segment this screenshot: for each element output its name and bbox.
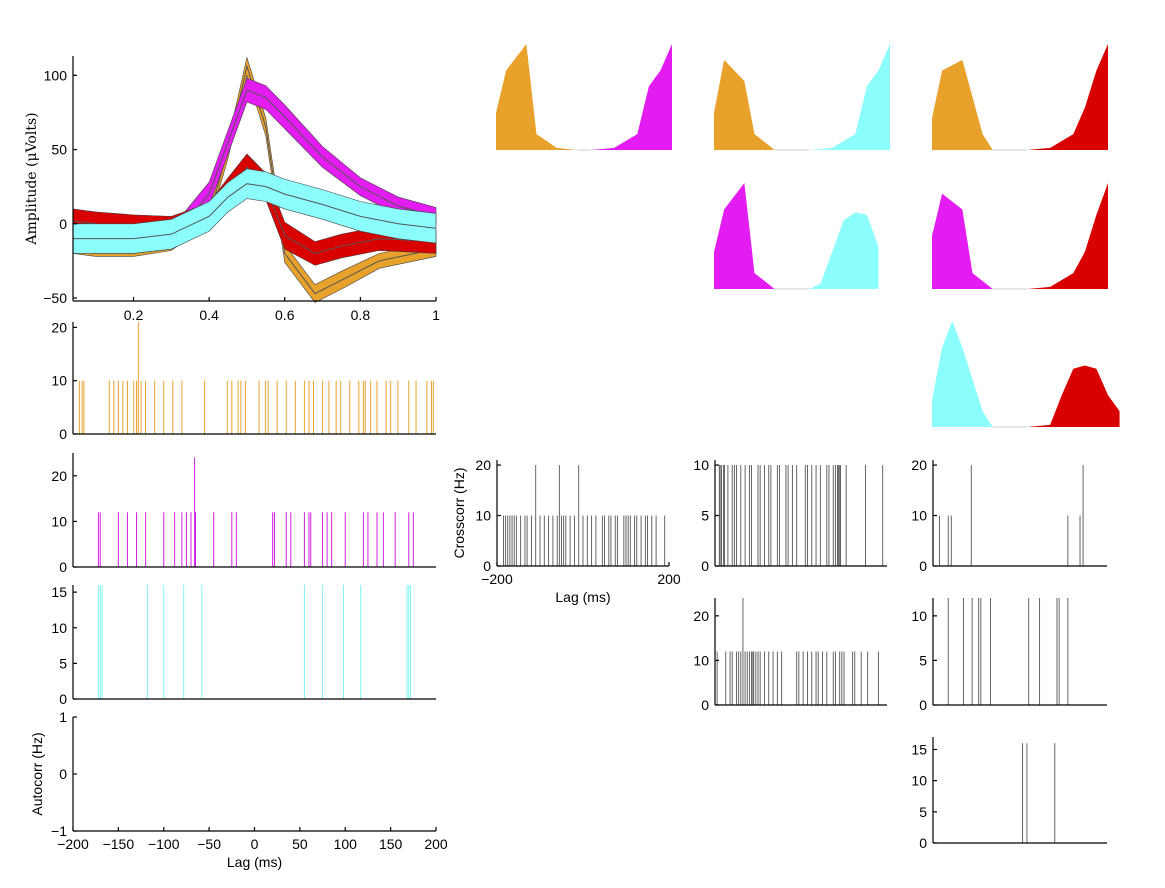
y-tick-label: 10 [911,508,927,524]
y-tick-label: 10 [51,373,67,389]
y-tick-label: 5 [919,652,927,668]
x-tick-label: −200 [57,836,89,852]
x-tick-label: 200 [657,571,681,587]
hist-area-cyan [809,212,879,289]
y-tick-label: 10 [911,608,927,624]
hist-area-orange [714,59,775,150]
y-tick-label: 50 [51,142,67,158]
y-tick-label: 0 [59,766,67,782]
hist-area-red [1027,44,1108,150]
x-tick-label: 50 [292,836,308,852]
y-tick-label: 5 [919,804,927,820]
x-tick-label: 200 [424,836,448,852]
y-tick-label: 0 [701,558,709,574]
hist-area-magenta [714,183,775,289]
y-tick-label: 10 [51,620,67,636]
hist-area-cyan [809,44,890,150]
y-tick-label: 20 [911,457,927,473]
y-tick-label: 0 [59,691,67,707]
y-tick-label: 5 [701,508,709,524]
y-tick-label: 15 [51,584,67,600]
y-tick-label: 100 [44,67,68,83]
y-tick-label: 0 [919,558,927,574]
x-tick-label: −100 [148,836,180,852]
x-tick-label: 150 [379,836,403,852]
waveform-plot: −50 0 50 100 0.2 0.4 0.6 0.8 1 Amplitude (μVolts) [24,56,440,323]
y-tick-label: 0 [59,559,67,575]
waveform-ylabel: Amplitude (μVolts) [24,112,40,245]
y-tick-label: 10 [51,513,67,529]
y-tick-label: 0 [701,697,709,713]
x-tick-label: 0.8 [351,307,371,323]
x-tick-label: −200 [481,571,513,587]
y-tick-label: 20 [693,608,709,624]
y-tick-label: 0 [919,835,927,851]
waveform-band-cyan [72,168,437,254]
hist-area-red [1027,365,1120,427]
y-tick-label: 0 [919,697,927,713]
y-tick-label: −1 [51,823,67,839]
x-tick-label: 0.2 [124,307,144,323]
y-tick-label: 20 [475,457,491,473]
crosscorr-ylabel: Crosscorr (Hz) [451,468,467,559]
histogram-grid [496,44,1120,428]
hist-area-cyan [932,321,993,427]
y-tick-label: 15 [911,741,927,757]
y-tick-label: 10 [475,508,491,524]
y-tick-label: 0 [59,426,67,442]
y-tick-label: 20 [51,319,67,335]
hist-area-magenta [591,44,672,150]
y-tick-label: 10 [693,652,709,668]
y-tick-label: 1 [59,709,67,725]
y-tick-label: 10 [911,773,927,789]
x-tick-label: 0.6 [275,307,295,323]
hist-area-orange [932,59,993,150]
x-tick-label: 100 [334,836,358,852]
autocorr-xlabel: Lag (ms) [227,854,282,870]
autocorr-ylabel: Autocorr (Hz) [29,732,45,815]
y-tick-label: 5 [59,655,67,671]
waveform-mean-cyan [73,183,437,240]
hist-area-orange [496,44,577,150]
x-tick-label: 1 [432,307,440,323]
hist-area-magenta [932,193,993,289]
x-tick-label: 0 [251,836,259,852]
y-tick-label: −50 [43,290,67,306]
x-tick-label: −50 [197,836,221,852]
x-tick-label: 0.4 [199,307,219,323]
y-tick-label: 0 [59,216,67,232]
y-tick-label: 20 [51,468,67,484]
hist-area-red [1027,183,1108,289]
x-tick-label: −150 [103,836,135,852]
y-tick-label: 0 [483,558,491,574]
y-tick-label: 10 [693,457,709,473]
crosscorr-xlabel: Lag (ms) [555,589,610,605]
